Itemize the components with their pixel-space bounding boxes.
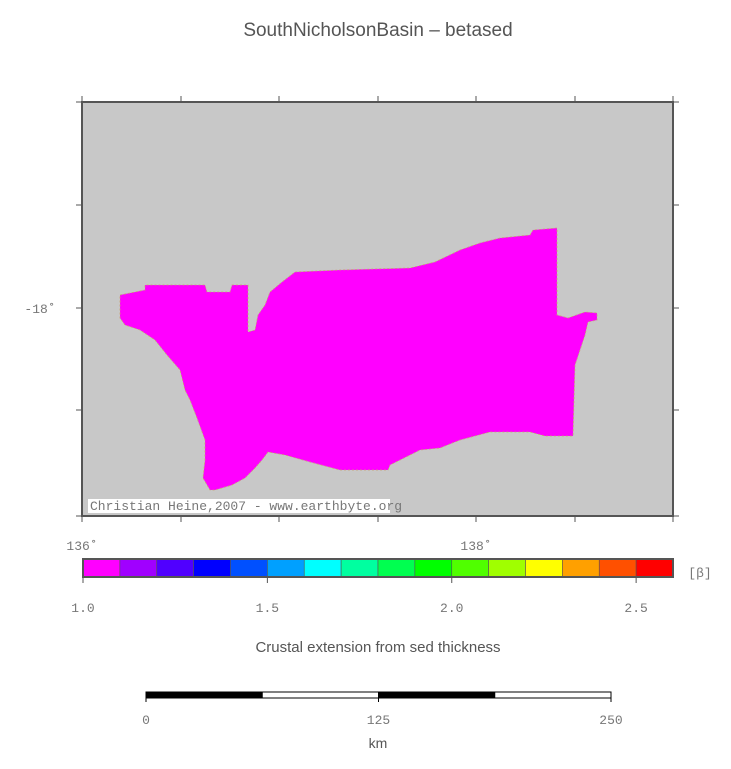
scale-segment (261, 691, 379, 699)
colorbar-segment (82, 558, 121, 578)
colorbar-label: Crustal extension from sed thickness (255, 639, 500, 656)
colorbar-tick-label: 1.0 (71, 601, 94, 616)
lat-label: -18˚ (24, 302, 55, 317)
colorbar-segment (635, 558, 674, 578)
colorbar-tick-label: 1.5 (256, 601, 279, 616)
credit-box (88, 499, 390, 513)
scale-unit: km (369, 735, 388, 751)
colorbar-segment (377, 558, 416, 578)
scale-segment (145, 691, 263, 699)
scale-tick-label: 0 (142, 713, 150, 728)
lon-label: 138˚ (460, 539, 491, 554)
colorbar-unit: [β] (688, 566, 711, 581)
colorbar-segment (525, 558, 563, 578)
scale-tick-label: 250 (599, 713, 622, 728)
scale-segment (378, 691, 496, 699)
lon-label: 136˚ (66, 539, 97, 554)
colorbar-segment (230, 558, 268, 578)
scale-tick-label: 125 (367, 713, 390, 728)
colorbar-tick-label: 2.0 (440, 601, 463, 616)
colorbar-segment (488, 558, 526, 578)
colorbar-segment (598, 558, 637, 578)
colorbar-segment (193, 558, 231, 578)
colorbar-segment (303, 558, 342, 578)
title: SouthNicholsonBasin – betased (243, 20, 512, 41)
colorbar-segment (156, 558, 194, 578)
colorbar-segment (119, 558, 158, 578)
scale-segment (494, 691, 612, 699)
colorbar-tick-label: 2.5 (624, 601, 647, 616)
scale-bar: 0 125 250 (142, 691, 623, 728)
colorbar-segment (267, 558, 305, 578)
colorbar-segment (414, 558, 453, 578)
basin-area (119, 227, 598, 491)
colorbar-segment (562, 558, 600, 578)
colorbar-segment (340, 558, 379, 578)
colorbar-segment (451, 558, 489, 578)
credit: Christian Heine,2007 - www.earthbyte.org (90, 499, 402, 514)
colorbar-frame (82, 558, 674, 578)
frame-ticks (76, 96, 679, 522)
colorbar: 1.0 1.5 2.0 2.5 (71, 558, 674, 616)
